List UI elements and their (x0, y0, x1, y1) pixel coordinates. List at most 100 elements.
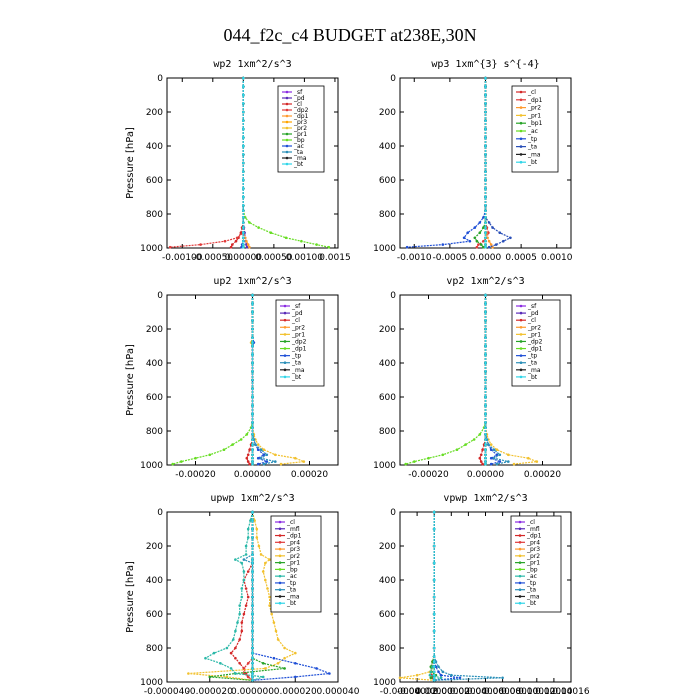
data-point (236, 621, 239, 624)
legend-marker (285, 162, 289, 166)
data-point (171, 462, 174, 466)
legend-marker (285, 150, 289, 154)
y-tick-label: 1000 (373, 244, 396, 254)
data-point (272, 656, 276, 660)
data-point (242, 239, 245, 243)
data-point (294, 662, 297, 665)
data-point (256, 462, 260, 466)
data-point (251, 344, 254, 348)
legend-marker (278, 554, 282, 558)
data-point (498, 231, 502, 234)
data-point (251, 527, 254, 531)
data-point (283, 656, 286, 660)
data-point (244, 544, 248, 548)
legend-marker (283, 375, 287, 379)
data-point (439, 676, 443, 680)
data-point (432, 673, 436, 677)
data-point (300, 239, 303, 243)
legend-box (511, 299, 561, 387)
legend-marker (519, 114, 523, 117)
legend-label: _mfl (286, 526, 300, 533)
legend-label: _bt (527, 374, 538, 381)
data-point (432, 660, 436, 663)
legend-label: _dp1 (293, 113, 309, 120)
legend-label: _bp (286, 566, 298, 573)
legend-label: _bt (527, 159, 538, 166)
panel-title: upwp 1xm^2/s^3 (210, 493, 294, 504)
data-point (251, 433, 254, 436)
data-point (484, 448, 487, 452)
data-point (294, 675, 297, 679)
data-point (405, 245, 409, 249)
data-point (242, 161, 245, 165)
legend-marker (518, 561, 522, 564)
legend-marker (519, 98, 523, 102)
data-point (242, 612, 246, 616)
legend-label: _bt (291, 374, 302, 381)
x-tick-label: -0.0005 (433, 253, 468, 263)
y-tick-label: 800 (379, 427, 396, 437)
legend-marker (519, 106, 523, 109)
data-point (473, 226, 477, 229)
legend-label: _bp (293, 137, 305, 144)
data-point (251, 448, 254, 452)
data-point (484, 236, 487, 240)
legend-label: _pr2 (526, 553, 540, 560)
page-title: 044_f2c_c4 BUDGET at238E,30N (223, 25, 476, 45)
data-point (168, 245, 172, 249)
data-point (245, 239, 248, 243)
legend-label: _pr2 (286, 553, 300, 560)
data-point (219, 662, 222, 665)
data-point (432, 612, 436, 616)
y-tick-label: 0 (390, 74, 396, 84)
y-tick-label: 0 (157, 508, 163, 518)
data-point (240, 621, 244, 624)
legend-marker (519, 354, 523, 357)
legend-label: _cl (527, 89, 536, 96)
y-tick-label: 600 (379, 610, 396, 620)
data-point (294, 456, 297, 460)
y-tick-label: 1000 (140, 678, 163, 688)
legend-marker (518, 547, 522, 551)
data-point (251, 578, 254, 582)
data-point (484, 460, 487, 463)
data-point (251, 558, 254, 561)
legend: _cl_mfl_dp1_pr4_pr3_pr2_pr1_bp_ac_tp_ta_… (270, 515, 322, 613)
data-point (398, 676, 402, 680)
x-tick-label: 0.00000 (416, 687, 453, 697)
legend-marker (519, 318, 523, 322)
data-point (439, 673, 443, 677)
legend-label: _pr2 (293, 125, 307, 132)
data-point (268, 604, 271, 607)
panel-6: vpwp 1xm^2/s^3 0 200 400 600 800 1000-0.00004-… (373, 493, 590, 697)
data-point (245, 433, 249, 436)
data-point (484, 243, 487, 246)
data-point (473, 236, 477, 240)
data-point (251, 679, 254, 682)
legend-label: _bt (286, 600, 297, 607)
data-point (238, 604, 241, 607)
data-point (257, 226, 260, 229)
data-point (315, 667, 318, 670)
data-point (437, 665, 440, 668)
data-point (432, 578, 436, 582)
legend-label: _cl (526, 519, 535, 526)
data-point (487, 239, 491, 243)
legend-marker (285, 126, 289, 130)
data-point (251, 462, 254, 466)
data-point (242, 187, 245, 190)
legend-marker (285, 114, 289, 118)
y-tick-label: 800 (146, 210, 163, 220)
legend-label: _pr3 (293, 119, 307, 126)
y-tick-label: 400 (379, 576, 396, 586)
legend-marker (518, 601, 522, 605)
data-point (432, 676, 436, 680)
data-point (256, 456, 260, 460)
legend-marker (518, 541, 522, 544)
data-point (432, 665, 436, 668)
data-point (242, 144, 245, 148)
data-point (274, 629, 278, 633)
legend-marker (518, 595, 522, 598)
x-tick-label: -0.000020 (187, 687, 233, 697)
data-point (432, 670, 436, 674)
